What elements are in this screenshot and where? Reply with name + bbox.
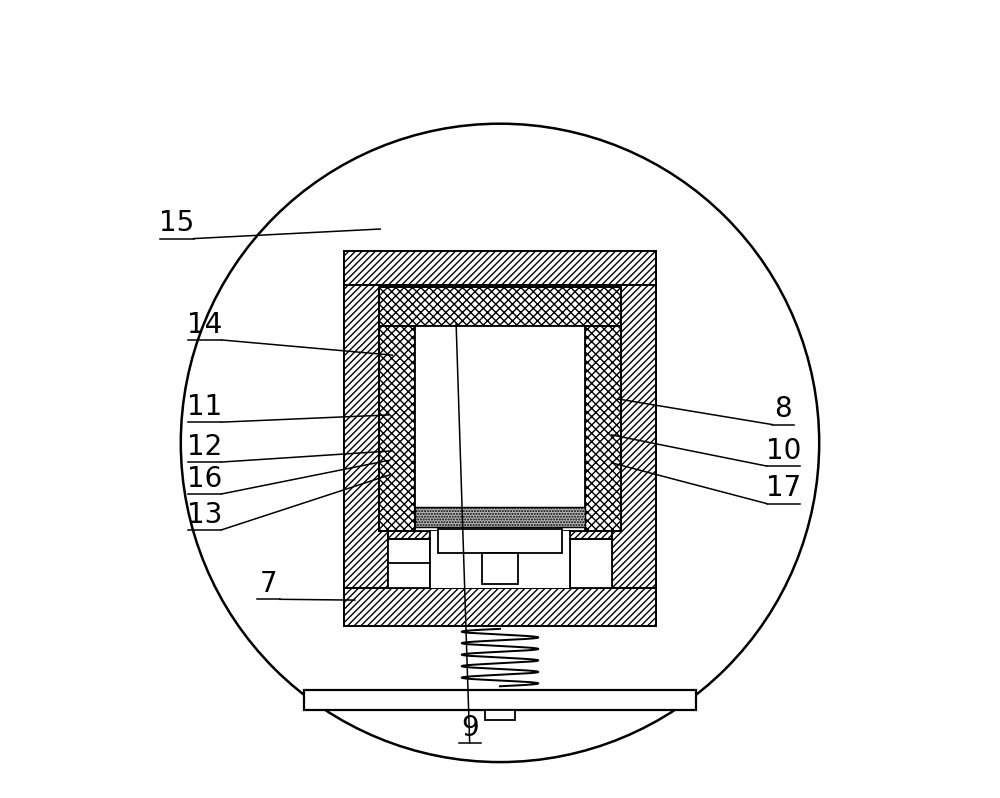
Bar (388, 285, 612, 588)
Bar (569, 531, 612, 588)
Bar (485, 710, 515, 720)
Bar (415, 507, 585, 527)
Text: 8: 8 (774, 395, 792, 424)
Bar (415, 326, 585, 531)
Bar (430, 531, 570, 588)
Text: 9: 9 (461, 713, 479, 742)
Bar (415, 507, 585, 527)
Bar (388, 531, 431, 588)
Text: 15: 15 (159, 209, 194, 238)
Bar (344, 251, 388, 626)
Text: 16: 16 (187, 464, 222, 493)
Bar (388, 539, 430, 588)
Bar (379, 287, 621, 326)
Bar (612, 251, 656, 626)
Bar (388, 531, 431, 588)
Text: 7: 7 (260, 570, 277, 598)
Bar (344, 588, 656, 626)
Bar (585, 326, 621, 531)
Text: 11: 11 (187, 393, 222, 421)
Bar (482, 553, 518, 584)
Bar (569, 531, 612, 588)
Bar (570, 539, 612, 588)
Text: 13: 13 (187, 500, 222, 529)
Bar (585, 326, 621, 531)
Bar (379, 326, 415, 531)
Bar (438, 529, 562, 553)
Text: 17: 17 (766, 474, 801, 503)
Bar (344, 251, 388, 626)
Bar (344, 588, 656, 626)
Text: 12: 12 (187, 433, 222, 461)
Text: 10: 10 (766, 437, 801, 465)
Bar (344, 251, 656, 285)
Bar (379, 287, 621, 326)
Bar (344, 251, 656, 285)
Bar (379, 326, 415, 531)
Bar (612, 251, 656, 626)
Text: 14: 14 (187, 310, 222, 339)
Bar (304, 690, 696, 710)
